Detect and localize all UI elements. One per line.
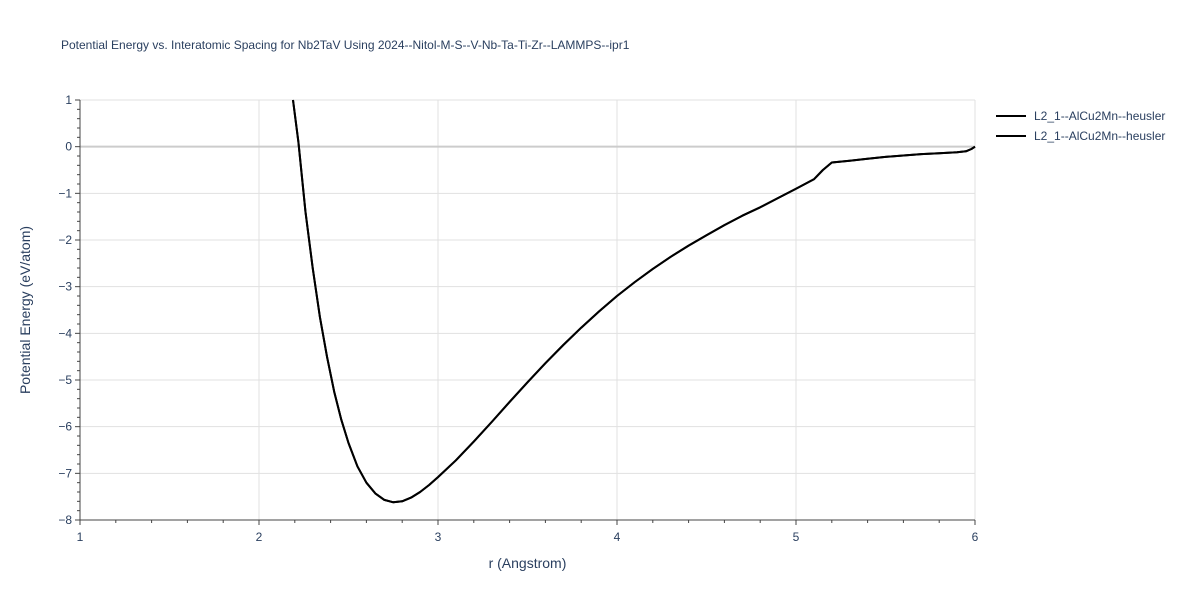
y-tick-label: −5: [58, 373, 72, 387]
legend-item[interactable]: L2_1--AlCu2Mn--heusler: [996, 106, 1165, 126]
y-tick-label: −8: [58, 513, 72, 527]
x-tick-label: 1: [77, 530, 84, 544]
y-axis-title: Potential Energy (eV/atom): [17, 226, 33, 394]
y-tick-label: 0: [65, 140, 72, 154]
y-tick-label: −2: [58, 233, 72, 247]
legend: L2_1--AlCu2Mn--heusler L2_1--AlCu2Mn--he…: [996, 106, 1165, 146]
x-tick-label: 3: [435, 530, 442, 544]
x-tick-label: 6: [972, 530, 979, 544]
legend-item[interactable]: L2_1--AlCu2Mn--heusler: [996, 126, 1165, 146]
series-line: [292, 99, 976, 504]
series-line: [292, 99, 976, 504]
y-tick-label: 1: [65, 93, 72, 107]
legend-label: L2_1--AlCu2Mn--heusler: [1034, 109, 1166, 123]
x-tick-label: 2: [256, 530, 263, 544]
x-tick-label: 5: [793, 530, 800, 544]
x-tick-label: 4: [614, 530, 621, 544]
y-tick-label: −4: [58, 326, 72, 340]
y-tick-label: −1: [58, 186, 72, 200]
legend-line-swatch: [996, 135, 1026, 137]
y-tick-label: −6: [58, 420, 72, 434]
y-tick-label: −7: [58, 466, 72, 480]
chart-title: Potential Energy vs. Interatomic Spacing…: [61, 38, 630, 52]
x-axis-title: r (Angstrom): [489, 555, 567, 571]
legend-label: L2_1--AlCu2Mn--heusler: [1034, 129, 1166, 143]
legend-line-swatch: [996, 115, 1026, 117]
y-tick-label: −3: [58, 280, 72, 294]
